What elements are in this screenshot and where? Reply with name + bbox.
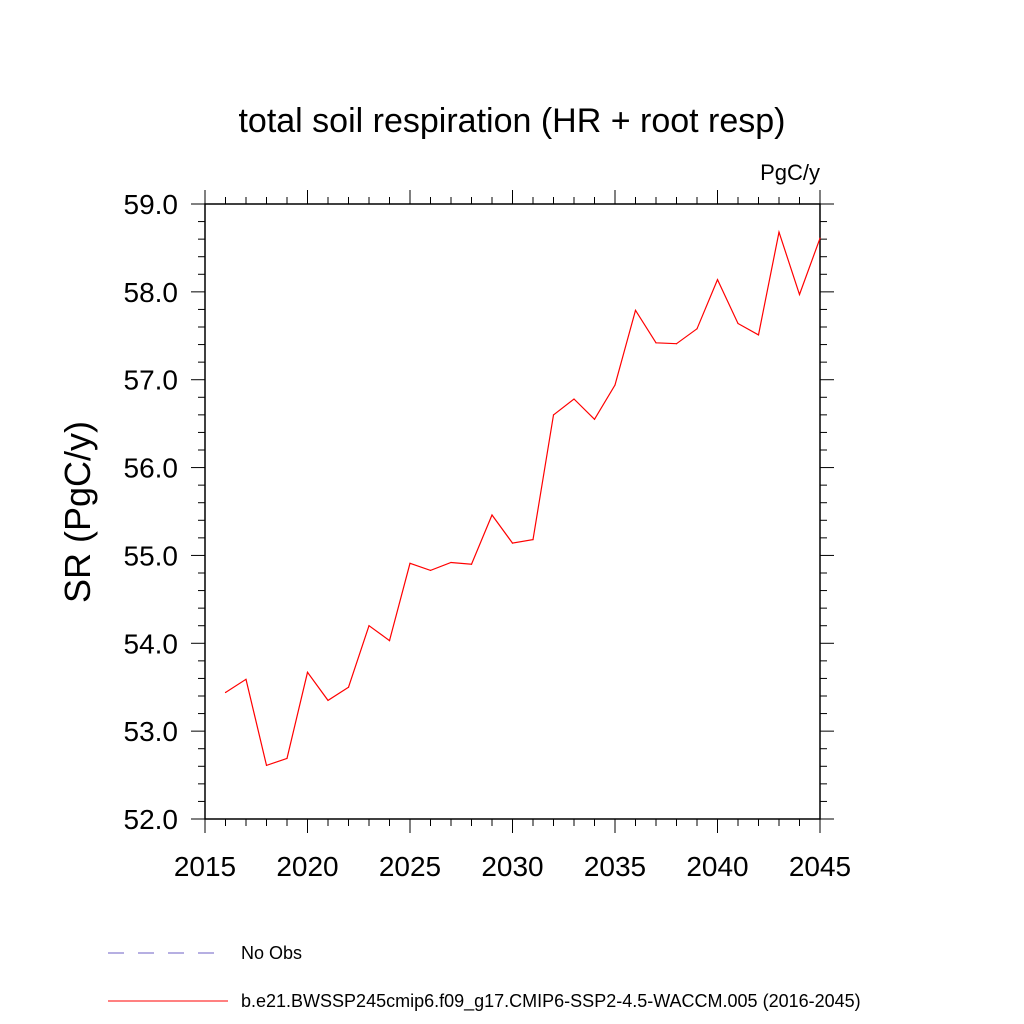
legend-label-no-obs: No Obs — [241, 943, 302, 963]
legend: No Obs b.e21.BWSSP245cmip6.f09_g17.CMIP6… — [108, 943, 861, 1012]
data-point — [737, 322, 739, 325]
x-tick-label: 2035 — [584, 851, 646, 882]
chart-title: total soil respiration (HR + root resp) — [238, 102, 785, 140]
x-tick-label: 2025 — [379, 851, 441, 882]
y-tick-label: 56.0 — [124, 453, 179, 484]
y-tick-label: 59.0 — [124, 189, 179, 220]
data-point — [491, 514, 493, 516]
data-point — [614, 384, 616, 386]
series-line — [225, 229, 821, 767]
data-point — [347, 686, 350, 688]
data-point — [778, 231, 780, 233]
plot-frame — [204, 203, 821, 820]
y-axis-label: SR (PgC/y) — [57, 421, 98, 603]
data-point — [409, 562, 411, 564]
x-tick-label: 2040 — [686, 851, 748, 882]
data-point — [224, 691, 227, 694]
data-point — [388, 640, 391, 642]
x-tick-label: 2030 — [481, 851, 543, 882]
data-point — [245, 678, 247, 680]
axis-ticks — [191, 190, 834, 833]
legend-label-model: b.e21.BWSSP245cmip6.f09_g17.CMIP6-SSP2-4… — [241, 991, 861, 1012]
data-point — [675, 343, 678, 345]
data-point — [696, 328, 698, 330]
x-tick-label: 2015 — [174, 851, 236, 882]
data-point — [716, 278, 719, 281]
data-point — [573, 398, 575, 400]
data-point — [327, 699, 329, 701]
y-tick-label: 57.0 — [124, 365, 179, 396]
data-point — [450, 561, 452, 564]
data-point — [655, 342, 657, 344]
y-tick-label: 52.0 — [124, 804, 179, 835]
data-point — [634, 309, 637, 311]
data-point — [552, 414, 555, 416]
y-tick-label: 55.0 — [124, 540, 179, 571]
data-point — [286, 757, 288, 759]
data-point — [429, 569, 432, 571]
data-point — [470, 563, 473, 565]
data-point — [368, 625, 370, 627]
y-tick-labels: 52.0 53.0 54.0 55.0 56.0 57.0 58.0 59.0 — [124, 189, 179, 835]
data-point — [306, 671, 309, 673]
data-point — [532, 539, 534, 541]
x-tick-label: 2045 — [789, 851, 851, 882]
y-tick-label: 58.0 — [124, 277, 179, 308]
data-point — [798, 293, 801, 296]
x-tick-label: 2020 — [276, 851, 338, 882]
data-point — [819, 237, 821, 239]
y-tick-label: 54.0 — [124, 628, 179, 659]
units-label: PgC/y — [760, 160, 820, 185]
data-point — [593, 418, 596, 420]
data-point — [757, 334, 760, 336]
series-group — [224, 229, 821, 767]
y-tick-label: 53.0 — [124, 716, 179, 747]
data-point — [265, 764, 268, 767]
x-tick-labels: 2015 2020 2025 2030 2035 2040 2045 — [174, 851, 851, 882]
data-point — [511, 542, 514, 544]
